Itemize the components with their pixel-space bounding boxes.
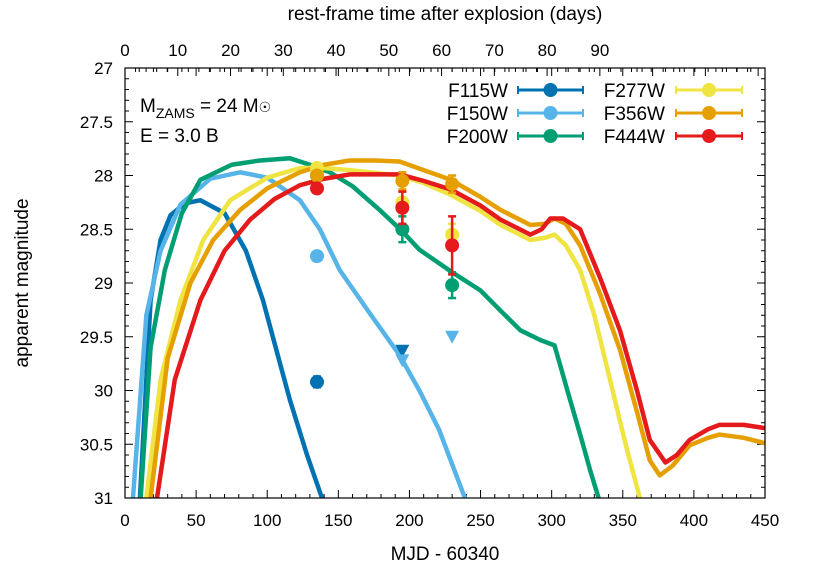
y-tick-label: 29	[94, 274, 113, 293]
point-f150w	[310, 249, 324, 264]
curves	[130, 156, 765, 498]
curve-f200w	[138, 156, 601, 498]
x-tick-label: 400	[680, 511, 708, 530]
legend-label-f356w: F356W	[604, 104, 665, 125]
data-points	[310, 160, 460, 389]
x-tick-label: 50	[187, 511, 206, 530]
y-axis-label: apparent magnitude	[12, 198, 33, 367]
legend-marker	[702, 83, 716, 97]
top-tick-label: 90	[590, 41, 609, 60]
top-tick-label: 0	[120, 41, 129, 60]
legend-marker	[543, 129, 558, 143]
curve-f444w	[154, 172, 765, 498]
top-tick-label: 80	[538, 41, 557, 60]
x-axis-label: MJD - 60340	[391, 544, 500, 565]
curve-f356w	[148, 158, 765, 498]
x-tick-label: 0	[120, 511, 129, 530]
curve-f277w	[144, 165, 643, 498]
upper-limit-f150w	[445, 330, 460, 344]
top-tick-label: 30	[274, 41, 293, 60]
y-tick-label: 28	[94, 167, 113, 186]
legend-label-f150w: F150W	[447, 104, 508, 125]
top-tick-label: 10	[168, 41, 187, 60]
y-tick-label: 28.5	[80, 220, 113, 239]
point-f200w	[395, 222, 410, 237]
legend-marker	[702, 129, 716, 143]
legend-label-f115w: F115W	[448, 81, 508, 102]
y-tick-label: 29.5	[80, 328, 113, 347]
point-f356w	[395, 173, 410, 188]
x-tick-label: 200	[395, 511, 423, 530]
x-tick-label: 300	[537, 511, 565, 530]
x-tick-label: 150	[324, 511, 352, 530]
y-tick-label: 27	[94, 59, 113, 78]
upper-limit-f150w	[395, 354, 410, 368]
x-tick-label: 250	[466, 511, 494, 530]
point-f200w	[445, 278, 460, 293]
upper-limit-f115w	[395, 344, 410, 358]
y-tick-label: 31	[94, 489, 113, 508]
curve-f115w	[137, 197, 325, 498]
legend-label-f200w: F200W	[447, 127, 508, 148]
annotation-mass: MZAMS = 24 M☉	[140, 96, 271, 121]
x-tick-label: 350	[609, 511, 637, 530]
top-tick-label: 50	[379, 41, 398, 60]
point-f356w	[310, 168, 324, 183]
point-f115w	[310, 374, 324, 389]
legend-marker	[543, 106, 558, 120]
point-f356w	[445, 177, 460, 192]
annotation-energy: E = 3.0 B	[140, 126, 219, 147]
curve-f150w	[130, 170, 468, 498]
legend-marker	[543, 83, 558, 97]
point-f444w	[310, 181, 324, 196]
x-tick-label: 450	[751, 511, 779, 530]
legend-label-f444w: F444W	[604, 127, 665, 148]
point-f444w	[395, 200, 410, 215]
top-axis-label: rest-frame time after explosion (days)	[288, 4, 603, 25]
plot-frame	[124, 67, 766, 499]
legend-marker	[702, 106, 716, 120]
top-tick-label: 20	[221, 41, 240, 60]
y-tick-label: 30.5	[80, 435, 113, 454]
x-tick-label: 100	[253, 511, 281, 530]
top-tick-label: 70	[485, 41, 504, 60]
point-f444w	[445, 238, 460, 253]
legend-label-f277w: F277W	[604, 81, 665, 102]
top-tick-label: 40	[327, 41, 346, 60]
y-tick-label: 30	[94, 382, 113, 401]
y-tick-label: 27.5	[80, 113, 113, 132]
axes: 0 50 100 150 200 250 300 350 400 4502727.52828.52…	[80, 41, 779, 530]
top-tick-label: 60	[432, 41, 451, 60]
